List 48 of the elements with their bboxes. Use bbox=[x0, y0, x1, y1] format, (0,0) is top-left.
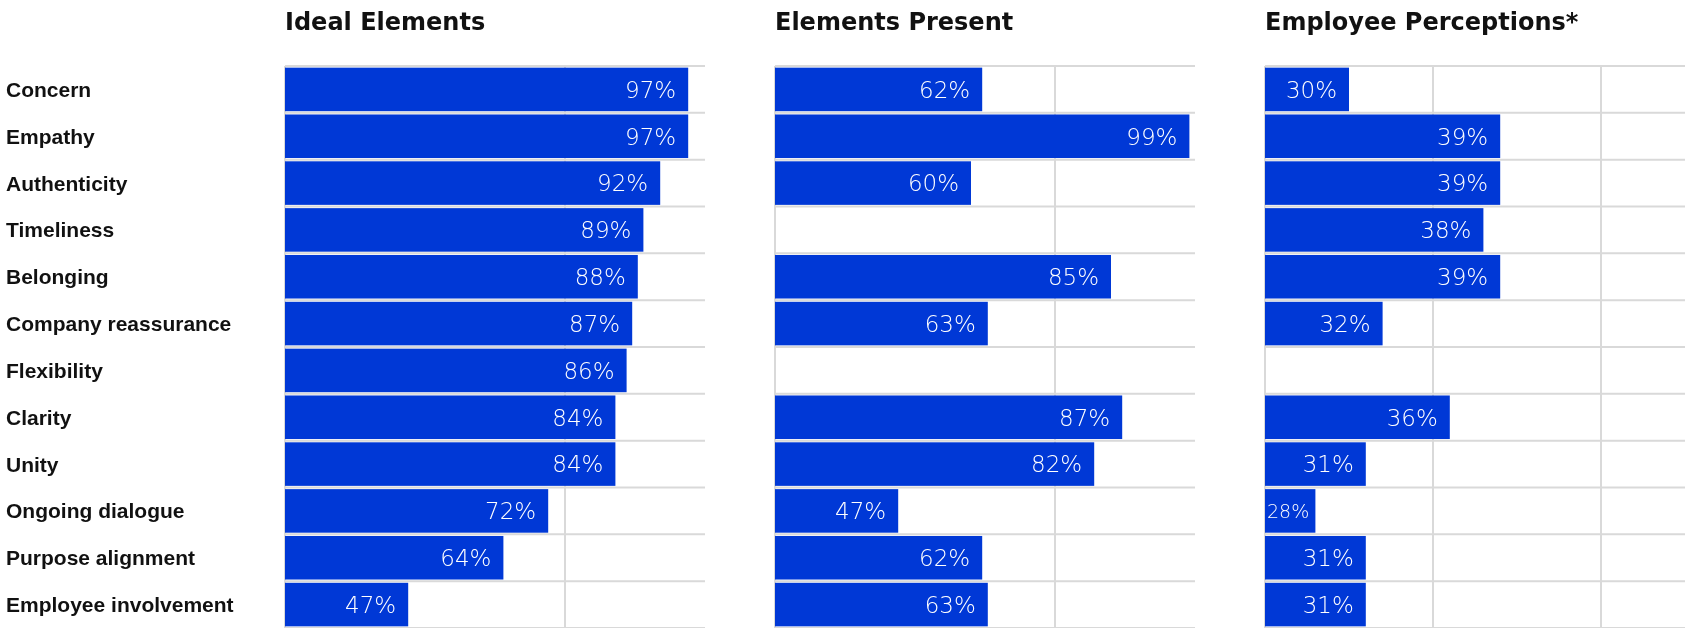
data-label: 97% bbox=[625, 76, 677, 103]
data-label: 99% bbox=[1126, 123, 1178, 150]
y-tick-label: Purpose alignment bbox=[6, 546, 196, 570]
data-label: 39% bbox=[1437, 123, 1489, 150]
y-tick-label: Ongoing dialogue bbox=[6, 499, 185, 523]
data-label: 84% bbox=[552, 404, 604, 431]
data-label: 30% bbox=[1285, 76, 1337, 103]
data-label: 62% bbox=[919, 76, 971, 103]
data-label: 82% bbox=[1031, 451, 1083, 478]
data-label: 32% bbox=[1319, 310, 1371, 337]
y-tick-label: Belonging bbox=[6, 265, 109, 289]
y-tick-label: Flexibility bbox=[6, 358, 104, 382]
chart-title: Employee Perceptions* bbox=[1265, 8, 1579, 36]
data-label: 31% bbox=[1302, 591, 1354, 618]
data-label: 62% bbox=[919, 545, 971, 572]
data-label: 85% bbox=[1047, 264, 1099, 291]
data-label: 97% bbox=[625, 123, 677, 150]
y-tick-label: Empathy bbox=[6, 124, 96, 148]
data-label: 38% bbox=[1420, 217, 1472, 244]
data-label: 89% bbox=[580, 217, 632, 244]
y-tick-label: Company reassurance bbox=[6, 312, 232, 336]
data-label: 28% bbox=[1267, 499, 1310, 522]
data-label: 92% bbox=[597, 170, 649, 197]
data-label: 64% bbox=[440, 545, 492, 572]
data-label: 60% bbox=[907, 170, 959, 197]
chart-title: Elements Present bbox=[775, 8, 1014, 36]
data-label: 87% bbox=[1059, 404, 1111, 431]
data-label: 31% bbox=[1302, 545, 1354, 572]
data-label: 36% bbox=[1386, 404, 1438, 431]
data-label: 47% bbox=[835, 498, 887, 525]
data-label: 84% bbox=[552, 451, 604, 478]
y-tick-label: Employee involvement bbox=[6, 593, 234, 617]
data-label: 39% bbox=[1437, 170, 1489, 197]
y-tick-label: Concern bbox=[6, 77, 92, 101]
y-tick-label: Authenticity bbox=[6, 171, 128, 195]
data-label: 63% bbox=[924, 310, 976, 337]
y-tick-label: Timeliness bbox=[6, 218, 115, 242]
data-label: 31% bbox=[1302, 451, 1354, 478]
data-label: 72% bbox=[485, 498, 537, 525]
data-label: 39% bbox=[1437, 264, 1489, 291]
chart-title: Ideal Elements bbox=[285, 8, 486, 36]
data-label: 86% bbox=[563, 357, 615, 384]
data-label: 47% bbox=[345, 591, 397, 618]
data-label: 88% bbox=[574, 264, 626, 291]
y-tick-label: Clarity bbox=[6, 405, 72, 429]
y-tick-label: Unity bbox=[6, 452, 59, 476]
data-label: 87% bbox=[569, 310, 621, 337]
data-label: 63% bbox=[924, 591, 976, 618]
